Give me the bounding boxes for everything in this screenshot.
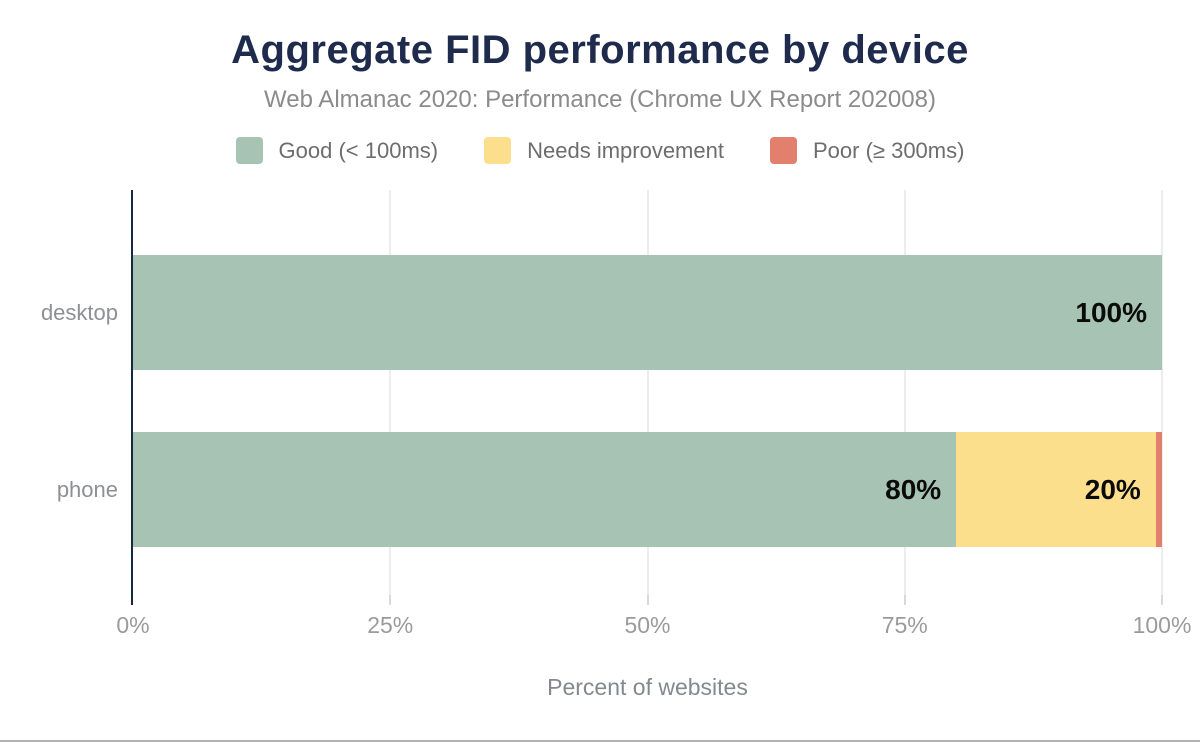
x-tick-label: 0% — [116, 612, 150, 638]
y-axis-label-phone: phone — [56, 476, 118, 502]
legend-swatch — [769, 137, 797, 164]
x-axis-title: Percent of websites — [547, 674, 748, 700]
legend-label: Poor (≥ 300ms) — [812, 137, 965, 163]
bar-phone: 80% 20% — [133, 432, 1162, 547]
x-tick-label: 100% — [1132, 612, 1192, 638]
x-tick-label: 25% — [367, 612, 414, 638]
plot-area: 100% 80% 20% — [131, 190, 1163, 605]
gridline-75% — [903, 190, 906, 595]
bar-segment-phone-good: 80% — [133, 432, 957, 547]
gridline-25% — [389, 190, 392, 595]
bar-segment-phone-needs-improvement: 20% — [956, 432, 1156, 547]
x-axis-tick-100% — [1161, 595, 1163, 605]
legend-label: Good (< 100ms) — [278, 137, 439, 163]
legend: Good (< 100ms) Needs improvement Poor (≥… — [0, 137, 1200, 164]
x-axis-tick-25% — [389, 595, 392, 605]
y-axis-line — [131, 190, 133, 605]
legend-swatch — [484, 137, 512, 164]
chart-subtitle: Web Almanac 2020: Performance (Chrome UX… — [264, 86, 936, 113]
legend-item-poor: Poor (≥ 300ms) — [769, 137, 965, 164]
gridline-100% — [1161, 190, 1163, 595]
x-tick-label: 50% — [624, 612, 671, 638]
legend-swatch — [235, 137, 263, 164]
x-axis-tick-50% — [646, 595, 649, 605]
y-axis-label-desktop: desktop — [40, 299, 118, 325]
legend-label: Needs improvement — [527, 137, 724, 163]
chart-title: Aggregate FID performance by device — [231, 28, 969, 72]
x-axis-tick-75% — [903, 595, 906, 605]
bar-segment-desktop-good: 100% — [133, 255, 1162, 370]
bar-value-label: 100% — [1075, 296, 1147, 328]
x-axis-tick-labels: 0% 25% 50% 75% 100% — [116, 612, 1191, 642]
bar-value-label: 20% — [1084, 473, 1141, 505]
bar-segment-phone-poor — [1155, 432, 1162, 547]
bar-desktop: 100% — [133, 255, 1162, 370]
bar-value-label: 80% — [885, 473, 942, 505]
legend-item-good: Good (< 100ms) — [235, 137, 439, 164]
x-tick-label: 75% — [881, 612, 928, 638]
legend-item-needs-improvement: Needs improvement — [484, 137, 724, 164]
gridline-50% — [646, 190, 649, 595]
